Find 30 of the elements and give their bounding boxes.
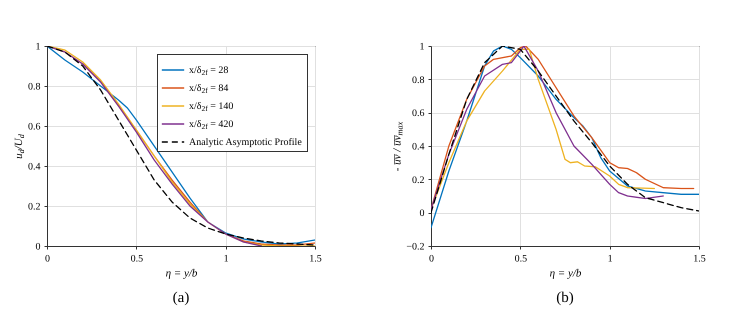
x-tick-label: 1.5 [693, 254, 706, 264]
x-axis-title: η = y/b [166, 268, 198, 280]
y-tick-label: 0.8 [412, 74, 424, 86]
legend-label: Analytic Asymptotic Profile [189, 137, 302, 148]
y-tick-label: 0 [420, 208, 424, 220]
y-tick-label: 0 [36, 242, 40, 252]
y-tick-label: −0.2 [406, 242, 424, 252]
x-tick-label: 1.5 [309, 254, 322, 264]
x-tick-label: 1 [608, 254, 613, 264]
x-tick-label: 1 [224, 254, 229, 264]
legend-label: x/δ$_{2f}$ = 140 [189, 101, 234, 113]
x-axis-title: η = y/b [550, 268, 582, 280]
x-tick-label: 0.5 [130, 254, 144, 264]
y-tick-label: 0.6 [412, 108, 424, 120]
y-tick-label: 0.8 [28, 82, 40, 92]
y-tick-label: 0.6 [28, 122, 40, 132]
y-tick-label: 1 [420, 42, 424, 52]
y-tick-label: 0.2 [412, 174, 424, 186]
y-tick-label: 0.4 [412, 142, 424, 152]
legend-label: x/δ$_{2f}$ = 28 [189, 65, 228, 77]
y-tick-label: 0.4 [28, 162, 40, 172]
x-tick-label: 0.5 [514, 254, 528, 264]
legend-label: x/δ$_{2f}$ = 420 [189, 119, 234, 131]
text: (b) [556, 290, 574, 306]
x-tick-label: 0 [429, 254, 434, 264]
legend-label: x/δ$_{2f}$ = 84 [189, 83, 228, 95]
text: (a) [172, 290, 190, 306]
y-tick-label: 1 [36, 42, 40, 52]
x-tick-label: 0 [45, 254, 50, 264]
y-tick-label: 0.2 [28, 202, 40, 212]
